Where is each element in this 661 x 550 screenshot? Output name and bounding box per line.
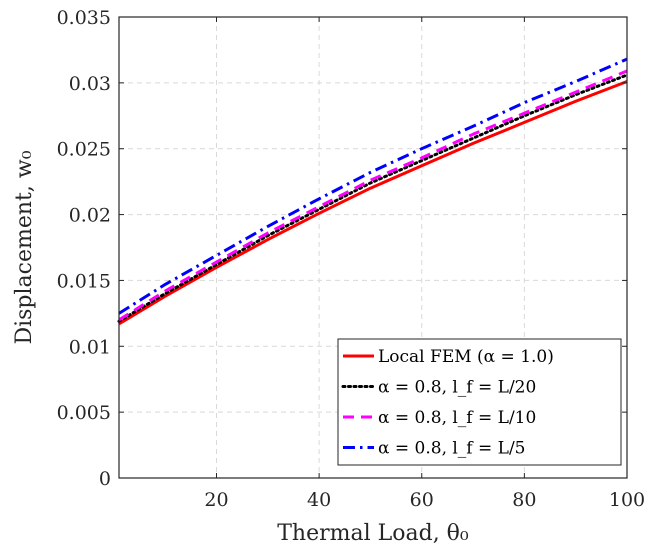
- y-tick-label: 0.005: [57, 402, 111, 424]
- legend-entry-label: α = 0.8, l_f = L/10: [378, 408, 536, 428]
- y-tick-label: 0.025: [57, 139, 111, 161]
- legend: Local FEM (α = 1.0) α = 0.8, l_f = L/20 α …: [337, 338, 622, 466]
- x-tick-label: 80: [512, 489, 536, 511]
- y-tick-label: 0.015: [57, 270, 111, 292]
- y-tick-label: 0.03: [69, 73, 111, 95]
- legend-box: [337, 338, 622, 466]
- axis-ticks: 20 40 60 80 100 0 0.005 0.01 0.015 0.02 0.025 0.03 0…: [57, 7, 646, 511]
- legend-entry-label: Local FEM (α = 1.0): [378, 347, 554, 367]
- plot-frame: [118, 16, 628, 479]
- y-axis-label: Displacement, w₀: [12, 150, 37, 344]
- y-tick-label: 0.01: [69, 336, 111, 358]
- y-tick-label: 0.035: [57, 7, 111, 29]
- x-tick-label: 100: [609, 489, 645, 511]
- y-tick-label: 0.02: [69, 205, 111, 227]
- series-line-4: [118, 57, 628, 315]
- x-tick-label: 20: [204, 489, 228, 511]
- series-line-2: [117, 73, 629, 323]
- plot-series: [117, 57, 629, 326]
- series-line-1: [118, 80, 628, 326]
- legend-entry-label: α = 0.8, l_f = L/5: [378, 439, 526, 459]
- legend-entry-label: α = 0.8, l_f = L/20: [378, 378, 536, 398]
- x-axis-label: Thermal Load, θ₀: [277, 521, 469, 546]
- x-tick-label: 60: [410, 489, 434, 511]
- x-tick-label: 40: [307, 489, 331, 511]
- y-tick-label: 0: [99, 468, 111, 490]
- series-line-3: [118, 69, 628, 322]
